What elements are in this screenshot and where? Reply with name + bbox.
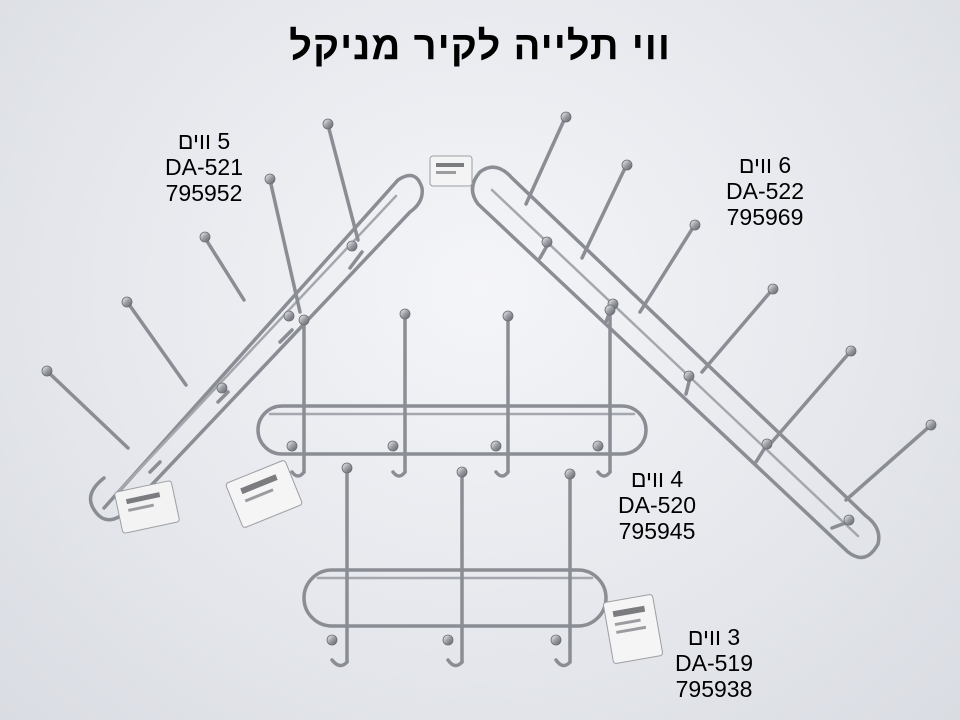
product-label-da520: 4 ווים DA-520 795945 (605, 466, 709, 544)
price-tag-icon (114, 460, 303, 534)
barcode-number: 795969 (726, 204, 804, 230)
model-number: DA-522 (726, 178, 804, 204)
hanger-4-hook-tips (286, 304, 616, 452)
hanger-5-hook-tips (41, 118, 358, 394)
hanger-4-hooks (256, 310, 648, 478)
barcode-number: 795945 (618, 518, 696, 544)
hanger-6-hook-tips (541, 111, 937, 526)
hook-count: 3 ווים (687, 624, 741, 650)
hook-count: 4 ווים (630, 466, 684, 492)
price-tag-icon (602, 594, 664, 664)
hook-count: 5 ווים (177, 128, 231, 154)
hanger-3-hook-tips (326, 462, 576, 646)
price-tag-icon (429, 155, 473, 187)
hanger-6-hooks (470, 116, 932, 560)
product-label-da521: 5 ווים DA-521 795952 (150, 128, 258, 206)
model-number: DA-521 (165, 154, 243, 180)
model-number: DA-520 (618, 492, 696, 518)
model-number: DA-519 (675, 650, 753, 676)
barcode-number: 795938 (675, 676, 753, 702)
hanger-5-hooks (46, 123, 424, 522)
hanger-3-hooks (302, 468, 608, 668)
product-label-da519: 3 ווים DA-519 795938 (662, 624, 766, 702)
page-title: ווי תלייה לקיר מניקל (289, 24, 671, 68)
barcode-number: 795952 (165, 180, 243, 206)
hook-count: 6 ווים (738, 152, 792, 178)
product-label-da522: 6 ווים DA-522 795969 (708, 152, 822, 230)
